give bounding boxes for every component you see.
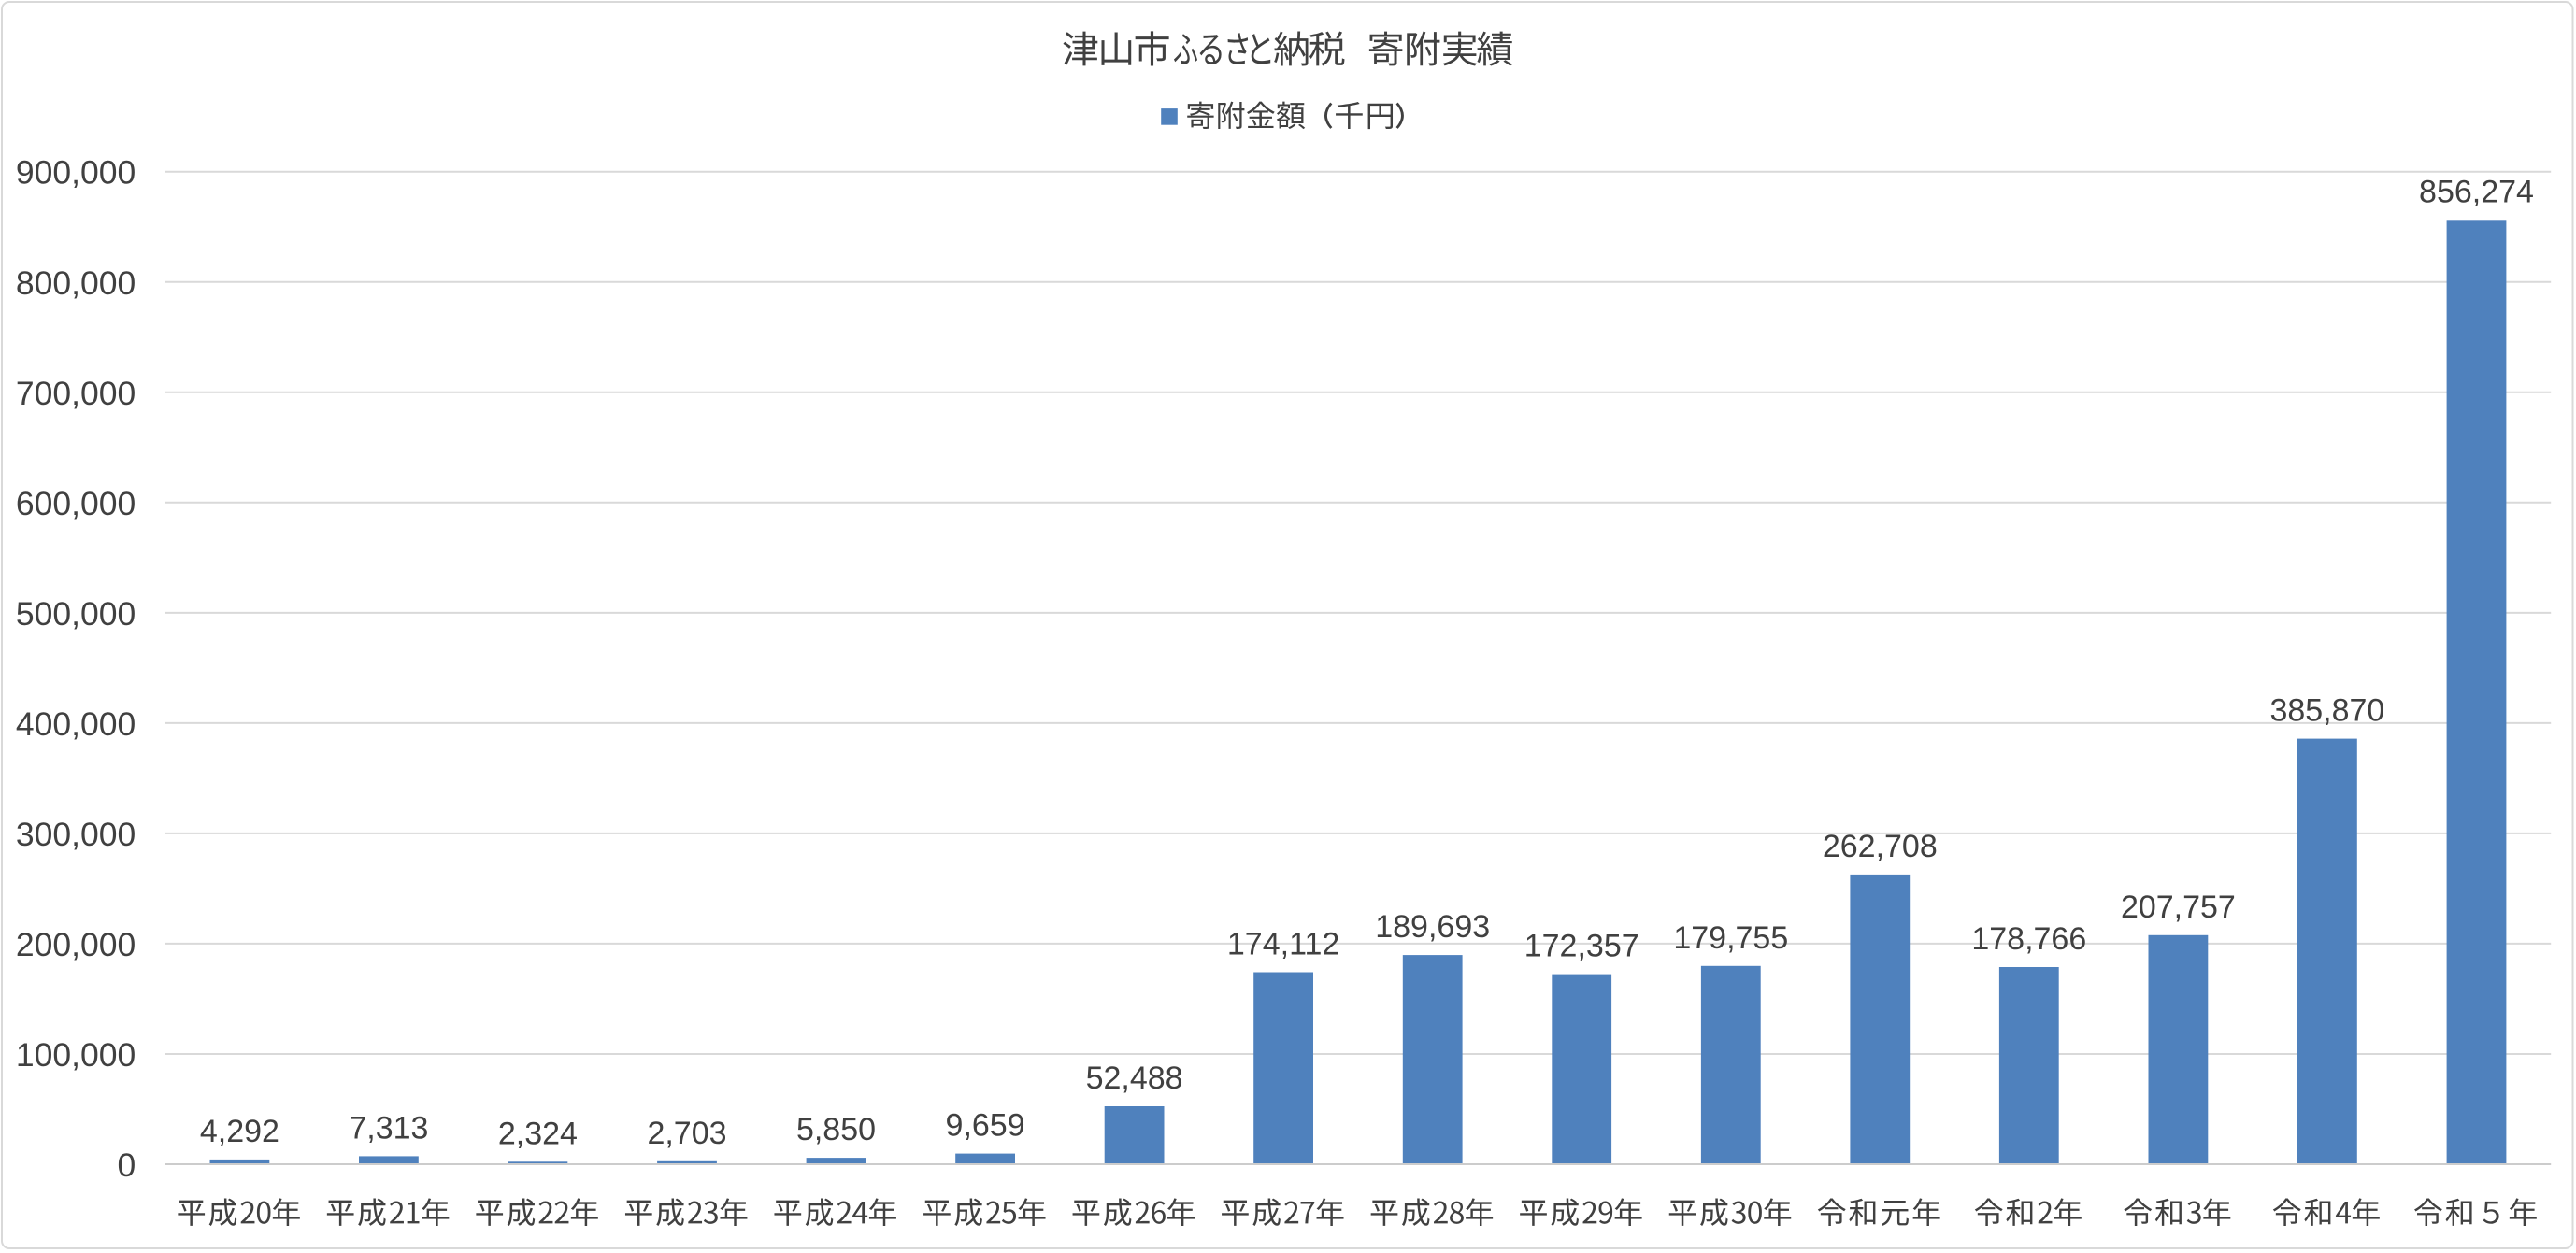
svg-text:0: 0 [117, 1146, 136, 1184]
svg-text:800,000: 800,000 [16, 264, 136, 302]
svg-text:600,000: 600,000 [16, 485, 136, 522]
svg-text:9,659: 9,659 [946, 1108, 1025, 1144]
svg-text:300,000: 300,000 [16, 816, 136, 853]
svg-text:179,755: 179,755 [1673, 920, 1788, 956]
svg-text:5,850: 5,850 [796, 1112, 876, 1147]
svg-text:174,112: 174,112 [1227, 927, 1339, 962]
svg-text:200,000: 200,000 [16, 926, 136, 963]
svg-text:500,000: 500,000 [16, 595, 136, 633]
svg-text:4,292: 4,292 [200, 1114, 279, 1149]
svg-text:2,324: 2,324 [498, 1116, 578, 1151]
svg-text:2,703: 2,703 [647, 1116, 726, 1151]
svg-text:856,274: 856,274 [2419, 174, 2534, 209]
svg-text:207,757: 207,757 [2121, 890, 2236, 925]
svg-text:100,000: 100,000 [16, 1036, 136, 1074]
svg-text:385,870: 385,870 [2269, 693, 2384, 729]
svg-text:172,357: 172,357 [1524, 929, 1639, 964]
svg-text:52,488: 52,488 [1086, 1061, 1183, 1096]
svg-text:400,000: 400,000 [16, 705, 136, 743]
svg-text:700,000: 700,000 [16, 375, 136, 412]
svg-text:262,708: 262,708 [1823, 829, 1938, 864]
svg-text:189,693: 189,693 [1375, 909, 1490, 945]
svg-text:178,766: 178,766 [1971, 921, 2086, 957]
svg-text:900,000: 900,000 [16, 154, 136, 192]
svg-text:7,313: 7,313 [349, 1110, 428, 1146]
